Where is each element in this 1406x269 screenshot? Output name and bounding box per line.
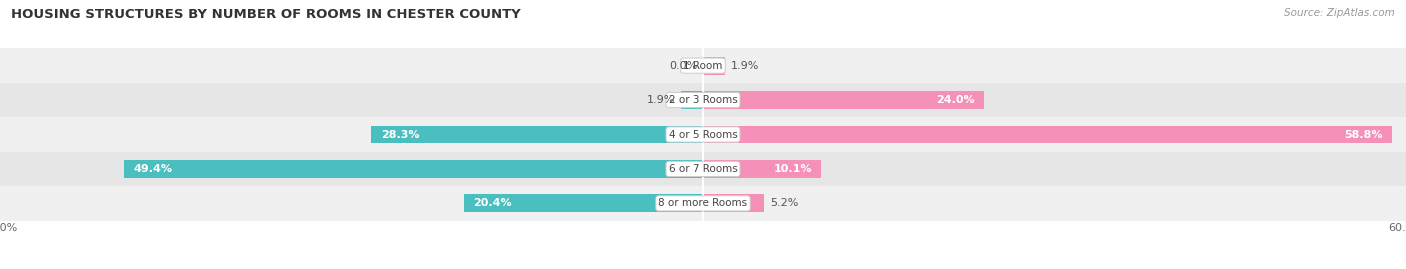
Bar — [703, 91, 984, 109]
Text: 4 or 5 Rooms: 4 or 5 Rooms — [669, 129, 737, 140]
Text: 24.0%: 24.0% — [936, 95, 974, 105]
Text: 1.9%: 1.9% — [647, 95, 675, 105]
Text: 0.0%: 0.0% — [669, 61, 697, 71]
Text: 2 or 3 Rooms: 2 or 3 Rooms — [669, 95, 737, 105]
Bar — [703, 57, 725, 75]
Bar — [703, 126, 1392, 143]
Text: 8 or more Rooms: 8 or more Rooms — [658, 198, 748, 208]
Text: 6 or 7 Rooms: 6 or 7 Rooms — [669, 164, 737, 174]
Text: 5.2%: 5.2% — [770, 198, 799, 208]
Bar — [0, 83, 1406, 117]
Bar — [371, 126, 703, 143]
Text: 28.3%: 28.3% — [381, 129, 419, 140]
Bar — [0, 186, 1406, 221]
Bar — [681, 91, 703, 109]
Bar — [124, 160, 703, 178]
Bar — [0, 152, 1406, 186]
Text: Source: ZipAtlas.com: Source: ZipAtlas.com — [1284, 8, 1395, 18]
Bar — [703, 160, 821, 178]
Bar — [0, 48, 1406, 83]
Bar — [703, 194, 763, 212]
Text: 20.4%: 20.4% — [474, 198, 512, 208]
Bar — [0, 117, 1406, 152]
Text: HOUSING STRUCTURES BY NUMBER OF ROOMS IN CHESTER COUNTY: HOUSING STRUCTURES BY NUMBER OF ROOMS IN… — [11, 8, 522, 21]
Text: 1 Room: 1 Room — [683, 61, 723, 71]
Bar — [464, 194, 703, 212]
Text: 49.4%: 49.4% — [134, 164, 173, 174]
Text: 10.1%: 10.1% — [773, 164, 813, 174]
Text: 58.8%: 58.8% — [1344, 129, 1382, 140]
Text: 1.9%: 1.9% — [731, 61, 759, 71]
